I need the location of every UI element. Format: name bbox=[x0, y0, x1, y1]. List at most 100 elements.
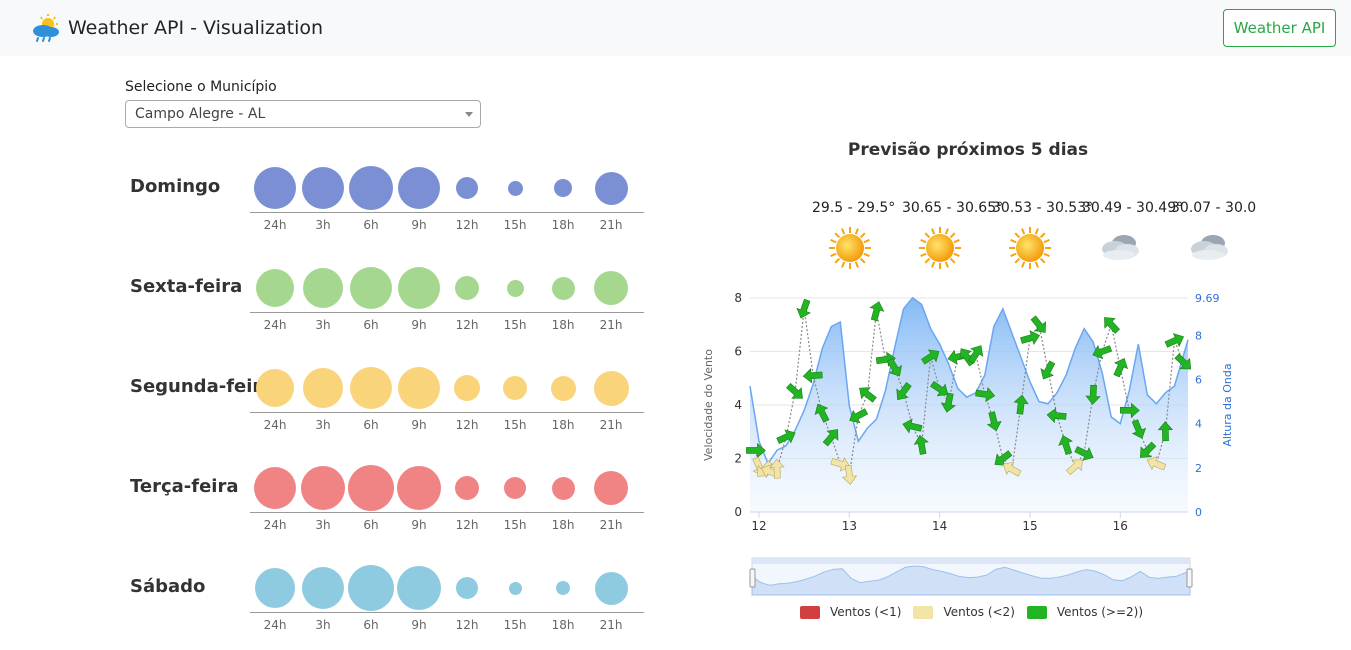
wind-arrow-icon[interactable] bbox=[1013, 394, 1029, 415]
wind-arrow-icon[interactable] bbox=[1163, 330, 1186, 351]
municipality-select[interactable]: Campo Alegre - AL bbox=[125, 100, 481, 128]
wind-arrow-icon[interactable] bbox=[1019, 329, 1041, 348]
wind-arrow-icon[interactable] bbox=[1073, 443, 1096, 464]
wind-arrow-icon[interactable] bbox=[1110, 356, 1131, 379]
hour-bubble[interactable] bbox=[302, 167, 344, 209]
wind-arrow-icon[interactable] bbox=[884, 356, 906, 379]
wind-arrow-icon[interactable] bbox=[830, 455, 852, 474]
wind-arrow-icon[interactable] bbox=[991, 447, 1015, 470]
navigator-handle-left[interactable] bbox=[749, 568, 756, 588]
hour-bubble[interactable] bbox=[256, 369, 294, 407]
wind-arrow-icon[interactable] bbox=[855, 383, 879, 406]
hour-bubble[interactable] bbox=[594, 571, 628, 605]
wind-arrow-icon[interactable] bbox=[928, 378, 952, 400]
hour-bubble[interactable] bbox=[350, 367, 392, 409]
wind-arrow-icon[interactable] bbox=[1144, 454, 1167, 474]
hour-bubble[interactable] bbox=[503, 376, 527, 400]
hour-bubble[interactable] bbox=[398, 267, 440, 309]
wind-arrow-icon[interactable] bbox=[1119, 402, 1140, 419]
wind-arrow-icon[interactable] bbox=[1099, 313, 1122, 336]
hour-bubble[interactable] bbox=[397, 466, 441, 510]
wind-arrow-icon[interactable] bbox=[901, 417, 923, 435]
wind-arrow-icon[interactable] bbox=[746, 442, 766, 459]
wind-arrow-icon[interactable] bbox=[1000, 458, 1023, 480]
wind-arrow-icon[interactable] bbox=[1064, 455, 1088, 478]
day-axis-line bbox=[250, 512, 644, 513]
hour-bubble[interactable] bbox=[255, 568, 295, 608]
hour-bubble[interactable] bbox=[594, 171, 628, 205]
wind-arrow-icon[interactable] bbox=[1090, 342, 1113, 362]
brand[interactable]: Weather API - Visualization bbox=[30, 12, 323, 44]
hour-bubble[interactable] bbox=[551, 476, 575, 500]
wind-arrow-icon[interactable] bbox=[820, 425, 843, 449]
legend-item-weak[interactable]: Ventos (<1) bbox=[800, 605, 901, 619]
wind-arrow-icon[interactable] bbox=[841, 464, 858, 485]
hour-bubble[interactable] bbox=[398, 167, 440, 209]
wind-arrow-icon[interactable] bbox=[985, 411, 1003, 433]
wind-arrow-icon[interactable] bbox=[752, 458, 775, 481]
wind-arrow-icon[interactable] bbox=[919, 346, 943, 368]
hour-bubble[interactable] bbox=[254, 467, 296, 509]
wind-arrow-icon[interactable] bbox=[811, 401, 832, 424]
wind-arrow-icon[interactable] bbox=[1157, 421, 1174, 442]
hour-bubble[interactable] bbox=[397, 566, 441, 610]
hour-bubble[interactable] bbox=[456, 177, 478, 199]
wind-arrow-icon[interactable] bbox=[913, 434, 930, 455]
wind-arrow-icon[interactable] bbox=[875, 351, 897, 368]
legend-item-medium[interactable]: Ventos (<2) bbox=[913, 605, 1015, 619]
wind-arrow-icon[interactable] bbox=[1172, 351, 1195, 374]
hour-bubble[interactable] bbox=[551, 276, 575, 300]
hour-bubble[interactable] bbox=[348, 565, 394, 611]
legend-item-strong[interactable]: Ventos (>=2)) bbox=[1026, 605, 1143, 619]
navigator-scroll-track[interactable] bbox=[752, 558, 1190, 564]
hour-bubble[interactable] bbox=[303, 268, 343, 308]
weather-api-button[interactable]: Weather API bbox=[1223, 9, 1336, 47]
hour-bubble[interactable] bbox=[556, 581, 570, 595]
hour-bubble[interactable] bbox=[508, 581, 522, 595]
wind-arrow-icon[interactable] bbox=[1085, 384, 1101, 405]
hour-bubble[interactable] bbox=[301, 466, 345, 510]
wind-arrow-icon[interactable] bbox=[784, 380, 807, 403]
wind-arrow-icon[interactable] bbox=[846, 405, 869, 426]
wind-arrow-icon[interactable] bbox=[1128, 418, 1148, 441]
hour-bubble[interactable] bbox=[398, 367, 440, 409]
wind-arrow-icon[interactable] bbox=[975, 386, 996, 403]
hour-bubble[interactable] bbox=[507, 180, 523, 196]
hour-bubble[interactable] bbox=[350, 267, 392, 309]
hour-bubble[interactable] bbox=[454, 375, 480, 401]
wind-arrow-icon[interactable] bbox=[802, 368, 823, 384]
hour-bubble[interactable] bbox=[254, 167, 296, 209]
hour-bubble[interactable] bbox=[256, 269, 294, 307]
wind-arrow-icon[interactable] bbox=[759, 462, 782, 482]
hour-bubble[interactable] bbox=[455, 476, 479, 500]
navigator-handle-right[interactable] bbox=[1186, 568, 1193, 588]
wind-arrow-icon[interactable] bbox=[867, 300, 885, 322]
hour-bubble[interactable] bbox=[303, 368, 343, 408]
hour-bubble[interactable] bbox=[593, 370, 629, 406]
hour-bubble[interactable] bbox=[506, 279, 524, 297]
wind-arrow-icon[interactable] bbox=[965, 342, 987, 366]
wind-arrow-icon[interactable] bbox=[1046, 407, 1067, 424]
wind-arrow-icon[interactable] bbox=[794, 298, 813, 321]
hour-bubble[interactable] bbox=[550, 375, 576, 401]
wind-arrow-icon[interactable] bbox=[1056, 433, 1075, 455]
hour-bubble[interactable] bbox=[504, 477, 526, 499]
wind-arrow-icon[interactable] bbox=[955, 345, 977, 369]
hour-bubble[interactable] bbox=[302, 567, 344, 609]
hour-bubble[interactable] bbox=[348, 465, 394, 511]
wind-arrow-icon[interactable] bbox=[946, 348, 968, 366]
wind-arrow-icon[interactable] bbox=[1037, 359, 1058, 382]
wind-arrow-icon[interactable] bbox=[769, 458, 785, 479]
wind-arrow-icon[interactable] bbox=[1028, 313, 1051, 337]
hour-bubble[interactable] bbox=[349, 166, 393, 210]
wind-arrow-icon[interactable] bbox=[1135, 439, 1158, 462]
hour-bubble[interactable] bbox=[594, 271, 628, 305]
hour-bubble[interactable] bbox=[455, 276, 479, 300]
wind-arrow-icon[interactable] bbox=[749, 456, 769, 479]
hour-bubble[interactable] bbox=[594, 471, 628, 505]
wind-arrow-icon[interactable] bbox=[775, 427, 798, 448]
wind-arrow-icon[interactable] bbox=[892, 380, 914, 404]
hour-bubble[interactable] bbox=[456, 577, 478, 599]
hour-bubble[interactable] bbox=[554, 179, 572, 197]
wind-arrow-icon[interactable] bbox=[940, 392, 957, 413]
